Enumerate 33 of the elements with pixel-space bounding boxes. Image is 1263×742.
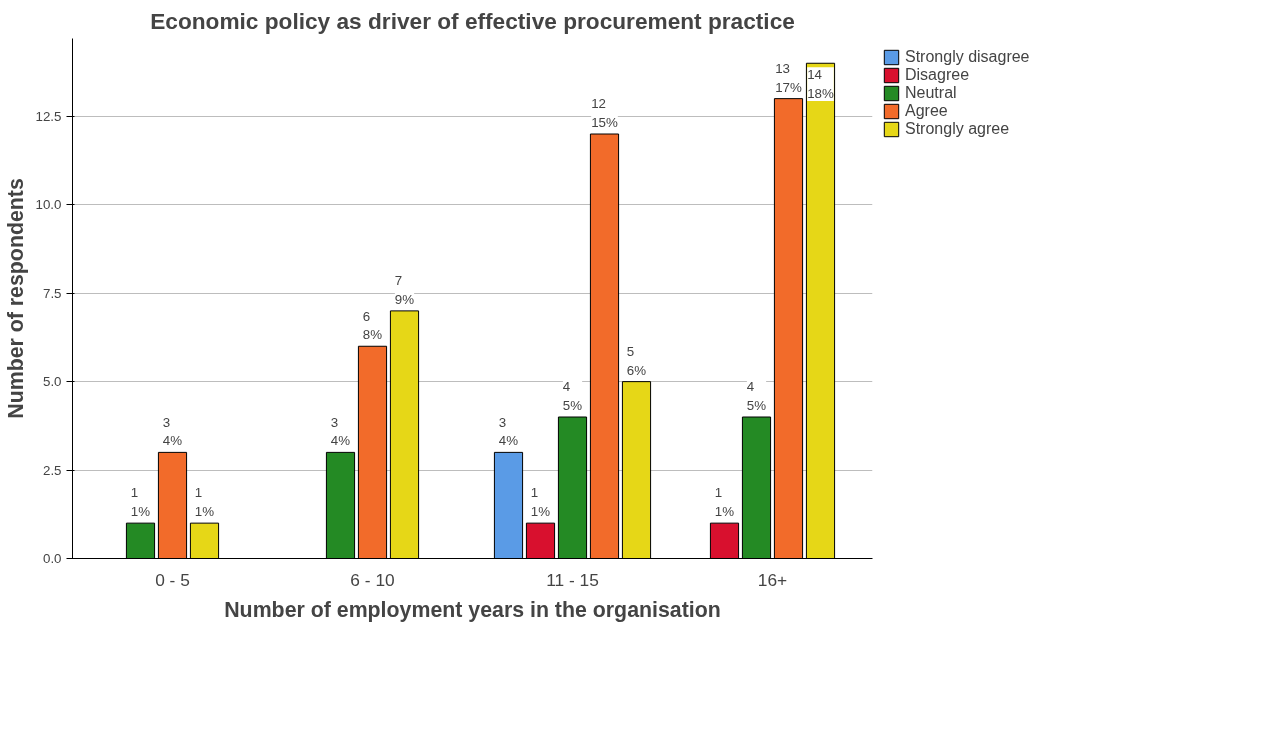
legend-label: Agree — [905, 102, 948, 120]
x-tick-label: 0 - 5 — [155, 569, 190, 590]
data-label: 12 15% — [591, 96, 618, 131]
y-tick-label: 5.0 — [42, 374, 62, 390]
x-tick-label: 6 - 10 — [350, 569, 395, 590]
x-tick-label: 16+ — [757, 569, 788, 590]
legend-label: Neutral — [905, 84, 957, 102]
legend-label: Strongly disagree — [905, 48, 1030, 66]
y-tick-label: 2.5 — [42, 462, 62, 478]
legend-label: Strongly agree — [905, 120, 1010, 138]
x-axis-title: Number of employment years in the organisation — [224, 597, 721, 622]
data-label: 1 1% — [714, 485, 735, 520]
data-label: 3 4% — [330, 414, 351, 449]
data-label: 14 18% — [807, 67, 834, 102]
y-tick-label: 12.5 — [35, 108, 62, 124]
y-tick-label: 0.0 — [42, 551, 62, 566]
data-label: 13 17% — [775, 60, 802, 95]
data-label: 1 1% — [130, 485, 151, 520]
x-tick-label: 11 - 15 — [546, 569, 599, 590]
data-label: 1 1% — [530, 485, 551, 520]
chart-title: Economic policy as driver of effective procurement practice — [150, 7, 795, 34]
y-axis-title: Number of respondents — [3, 178, 28, 419]
data-label: 4 5% — [746, 379, 767, 413]
y-tick-label: 10.0 — [35, 197, 62, 213]
data-label: 1 1% — [194, 485, 215, 520]
data-label: 7 9% — [394, 273, 415, 307]
y-tick-label: 7.5 — [42, 285, 62, 301]
data-label: 5 6% — [626, 343, 647, 378]
data-label: 3 4% — [162, 414, 183, 449]
data-label: 4 5% — [562, 379, 583, 413]
data-label: 3 4% — [498, 414, 519, 449]
data-label: 6 8% — [362, 308, 383, 343]
legend-label: Disagree — [905, 66, 970, 84]
